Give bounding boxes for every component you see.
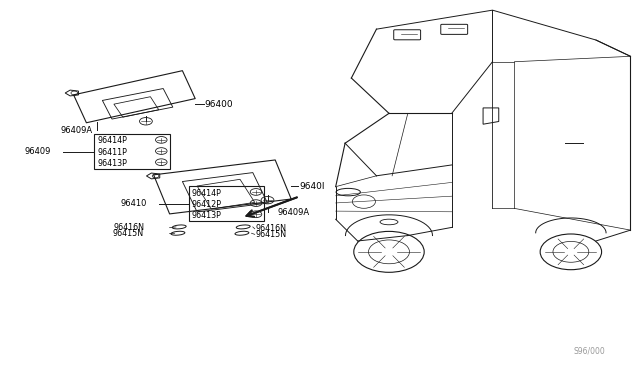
Text: 9640l: 9640l bbox=[299, 182, 324, 190]
Text: 96413P: 96413P bbox=[97, 159, 127, 168]
Text: 96414P: 96414P bbox=[192, 189, 222, 198]
Text: 96416N: 96416N bbox=[256, 224, 287, 233]
Text: 96416N: 96416N bbox=[113, 223, 144, 232]
Text: 96409A: 96409A bbox=[61, 126, 93, 135]
Text: 96415N: 96415N bbox=[113, 229, 144, 238]
Text: 96410: 96410 bbox=[120, 199, 147, 208]
Text: 96409A: 96409A bbox=[278, 208, 310, 217]
Text: 96413P: 96413P bbox=[192, 211, 222, 220]
Text: 96400: 96400 bbox=[205, 100, 234, 109]
Text: S96/000: S96/000 bbox=[573, 346, 605, 355]
Text: 96415N: 96415N bbox=[256, 230, 287, 239]
Text: 96412P: 96412P bbox=[192, 200, 222, 209]
Text: 96414P: 96414P bbox=[97, 137, 127, 145]
Text: 96411P: 96411P bbox=[97, 148, 127, 157]
Text: 96409: 96409 bbox=[24, 147, 51, 156]
